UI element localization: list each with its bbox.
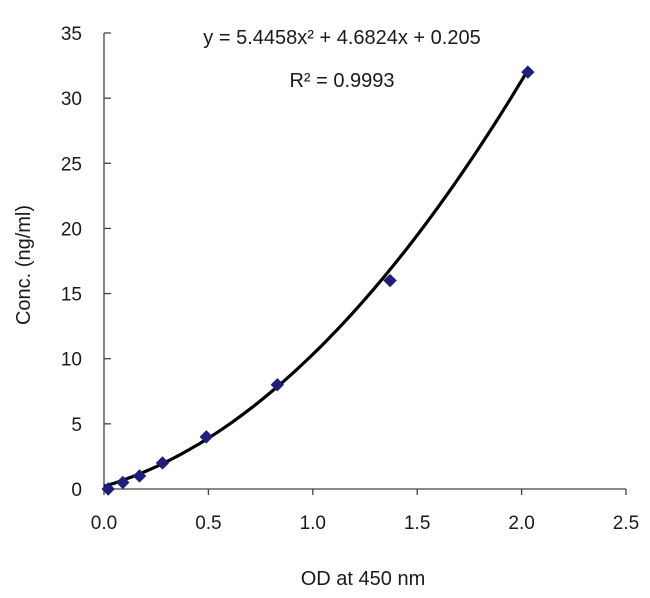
- y-tick-label: 35: [61, 24, 82, 45]
- data-markers: [101, 65, 535, 496]
- y-tick-label: 15: [61, 285, 82, 306]
- y-axis: 0 5 10 15 20 25 30 35: [61, 24, 111, 501]
- x-ticks: 0.0 0.5 1.0 1.5 2.0 2.5: [91, 489, 639, 534]
- x-tick-label: 0.5: [195, 513, 221, 534]
- y-axis-title: Conc. (ng/ml): [13, 205, 35, 325]
- data-point-4: [199, 430, 214, 444]
- x-axis-title: OD at 450 nm: [301, 568, 426, 590]
- data-point-2: [132, 469, 147, 483]
- y-tick-label: 25: [61, 154, 82, 175]
- equation-label: y = 5.4458x² + 4.6824x + 0.205: [203, 27, 480, 49]
- y-tick-label: 20: [61, 219, 82, 240]
- data-point-7: [521, 65, 535, 79]
- data-point-0: [101, 482, 115, 496]
- y-tick-label: 30: [61, 89, 82, 110]
- r-squared-label: R² = 0.9993: [289, 70, 394, 92]
- y-tick-label: 10: [61, 350, 82, 371]
- y-ticks: 0 5 10 15 20 25 30 35: [61, 24, 111, 501]
- data-point-6: [383, 273, 397, 288]
- x-tick-label: 2.0: [508, 513, 534, 534]
- data-point-1: [116, 475, 130, 490]
- x-tick-label: 1.5: [404, 513, 430, 534]
- x-tick-label: 0.0: [91, 513, 117, 534]
- x-axis: 0.0 0.5 1.0 1.5 2.0 2.5: [91, 488, 639, 534]
- data-point-5: [270, 378, 285, 392]
- trendline-curve: [103, 69, 530, 488]
- data-point-3: [155, 456, 170, 470]
- x-tick-label: 2.5: [613, 513, 639, 534]
- y-tick-label: 0: [71, 480, 82, 501]
- x-tick-label: 1.0: [300, 513, 326, 534]
- y-tick-label: 5: [71, 415, 82, 436]
